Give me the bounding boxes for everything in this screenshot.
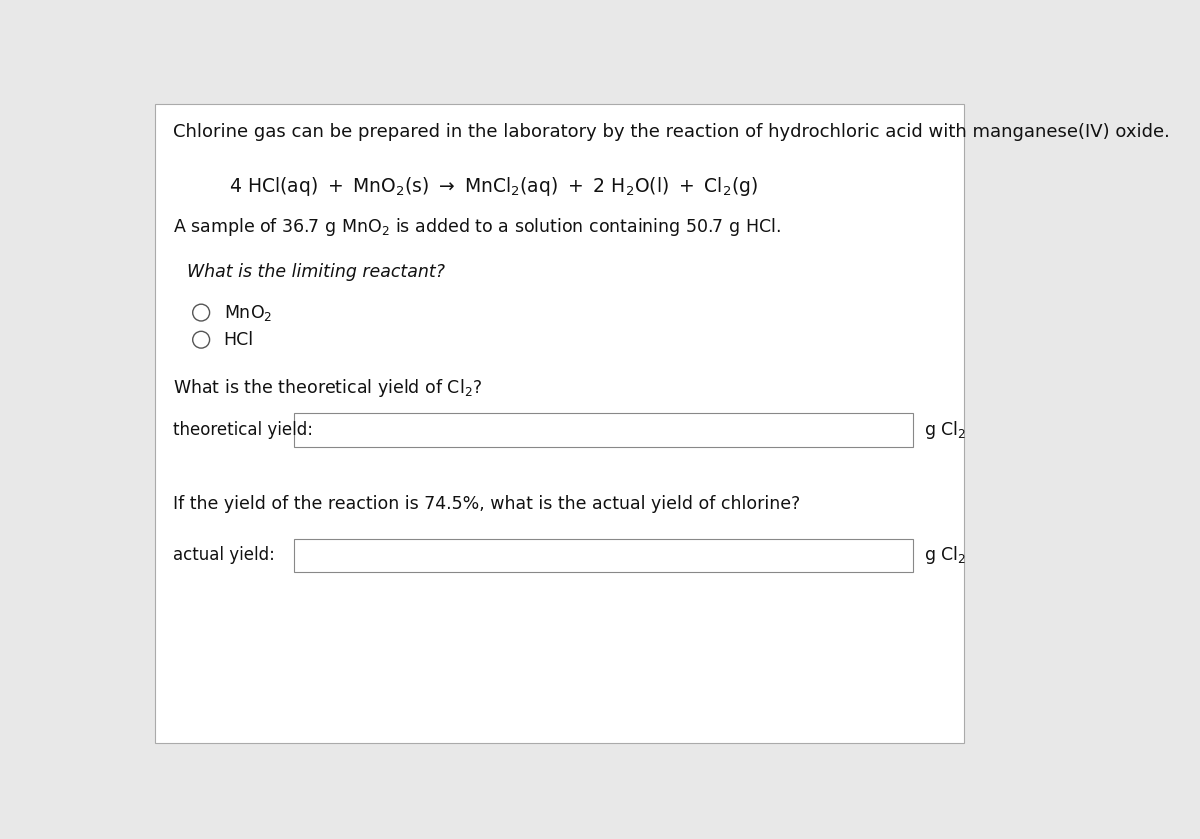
Text: actual yield:: actual yield: (173, 546, 275, 565)
Ellipse shape (193, 331, 210, 348)
Text: $\mathregular{A\ sample\ of\ 36.7\ g\ MnO_2\ is\ added\ to\ a\ solution\ contain: $\mathregular{A\ sample\ of\ 36.7\ g\ Mn… (173, 216, 781, 237)
Text: Chlorine gas can be prepared in the laboratory by the reaction of hydrochloric a: Chlorine gas can be prepared in the labo… (173, 123, 1170, 141)
Text: $\mathregular{g\ Cl_2}$: $\mathregular{g\ Cl_2}$ (924, 545, 966, 566)
Text: $\mathregular{4\ HCl(aq)\ +\ MnO_2(s)\ \rightarrow\ MnCl_2(aq)\ +\ 2\ H_2O(l)\ +: $\mathregular{4\ HCl(aq)\ +\ MnO_2(s)\ \… (229, 175, 758, 198)
Ellipse shape (193, 305, 210, 321)
FancyBboxPatch shape (294, 539, 912, 572)
Text: $\mathregular{What\ is\ the\ theoretical\ yield\ of\ Cl_2?}$: $\mathregular{What\ is\ the\ theoretical… (173, 377, 482, 399)
Text: What is the limiting reactant?: What is the limiting reactant? (187, 263, 445, 281)
Text: theoretical yield:: theoretical yield: (173, 421, 313, 439)
FancyBboxPatch shape (155, 104, 964, 743)
FancyBboxPatch shape (294, 414, 912, 447)
Text: HCl: HCl (223, 331, 253, 349)
Text: $\mathregular{MnO_2}$: $\mathregular{MnO_2}$ (223, 303, 272, 322)
Text: $\mathregular{g\ Cl_2}$: $\mathregular{g\ Cl_2}$ (924, 420, 966, 441)
Text: If the yield of the reaction is 74.5%, what is the actual yield of chlorine?: If the yield of the reaction is 74.5%, w… (173, 495, 800, 513)
